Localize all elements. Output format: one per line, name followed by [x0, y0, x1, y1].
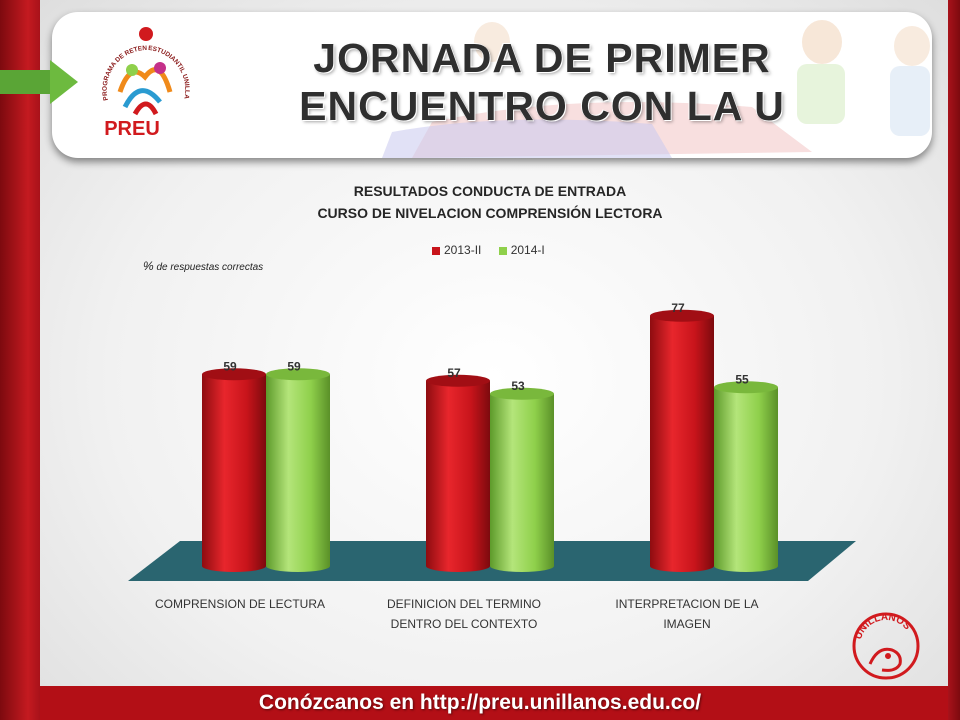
bar-top-cap: [266, 368, 330, 381]
data-label: 53: [511, 379, 525, 393]
x-category-line: IMAGEN: [663, 617, 711, 631]
x-category-line: DENTRO DEL CONTEXTO: [390, 617, 538, 631]
preu-logo-icon: PROGRAMA DE RETENCIÓN ESTUDIANTIL UNILLA…: [90, 22, 190, 116]
legend-label: 2013-II: [444, 243, 482, 257]
data-label: 77: [671, 301, 685, 315]
legend-item-2014-i: 2014-I: [498, 243, 545, 257]
svg-text:UNILLANOS: UNILLANOS: [853, 612, 913, 641]
footer-link-text[interactable]: Conózcanos en http://preu.unillanos.edu.…: [258, 691, 702, 714]
x-category-line: INTERPRETACION DE LA: [615, 597, 759, 611]
x-category-line: COMPRENSION DE LECTURA: [154, 597, 326, 611]
y-axis-label: % de respuestas correctas: [143, 259, 263, 273]
legend-label: 2014-I: [510, 243, 545, 257]
bar-2013-ii-cat-1: [202, 374, 266, 572]
bar-top-cap: [714, 381, 778, 394]
right-border: [948, 0, 960, 720]
data-label: 55: [735, 372, 749, 386]
bar-top-cap: [202, 368, 266, 381]
banner-decoration: [382, 20, 930, 158]
x-category-label-3: INTERPRETACION DE LA IMAGEN: [587, 594, 787, 634]
data-label: 57: [447, 366, 461, 380]
banner-title-line-1: JORNADA DE PRIMER: [313, 35, 771, 81]
bar-top-cap: [426, 374, 490, 387]
header-banner: JORNADA DE PRIMER ENCUENTRO CON LA U: [52, 12, 932, 158]
data-label: 59: [287, 359, 301, 373]
bar-2014-i-cat-3: [714, 387, 778, 572]
y-axis-label-text: de respuestas correctas: [156, 262, 264, 273]
chart-legend: 2013-II 2014-I: [432, 243, 559, 257]
x-category-label-1: COMPRENSION DE LECTURA: [140, 594, 340, 614]
chart-title-block: RESULTADOS CONDUCTA DE ENTRADA CURSO DE …: [200, 180, 780, 224]
bar-top-cap: [650, 309, 714, 322]
chart-title: RESULTADOS CONDUCTA DE ENTRADA: [353, 183, 627, 199]
x-category-line: DEFINICION DEL TERMINO: [386, 597, 541, 611]
bar-2013-ii-cat-2: [426, 380, 490, 572]
bar-2014-i-cat-1: [266, 374, 330, 572]
bar-2014-i-cat-2: [490, 393, 554, 572]
banner-title-line-2: ENCUENTRO CON LA U: [299, 83, 785, 129]
data-label: 59: [223, 359, 237, 373]
unillanos-logo-text: UNILLANOS: [853, 612, 913, 641]
left-border: [0, 0, 40, 720]
logo-text: PREU: [104, 118, 160, 140]
y-axis-label-symbol: %: [143, 259, 154, 273]
chart-bars: 59 57 77 59 53 55: [202, 301, 778, 572]
legend-item-2013-ii: 2013-II: [432, 243, 481, 257]
arrow-right-icon: [0, 60, 78, 104]
legend-swatch: [498, 246, 507, 255]
banner-title: JORNADA DE PRIMER ENCUENTRO CON LA U: [282, 34, 802, 130]
bar-top-cap: [490, 387, 554, 400]
unillanos-logo-icon: UNILLANOS: [852, 612, 920, 680]
bar-2013-ii-cat-3: [650, 315, 714, 572]
x-category-label-2: DEFINICION DEL TERMINO DENTRO DEL CONTEX…: [364, 594, 564, 634]
chart-subtitle: CURSO DE NIVELACION COMPRENSIÓN LECTORA: [317, 205, 663, 221]
legend-swatch: [432, 246, 440, 255]
